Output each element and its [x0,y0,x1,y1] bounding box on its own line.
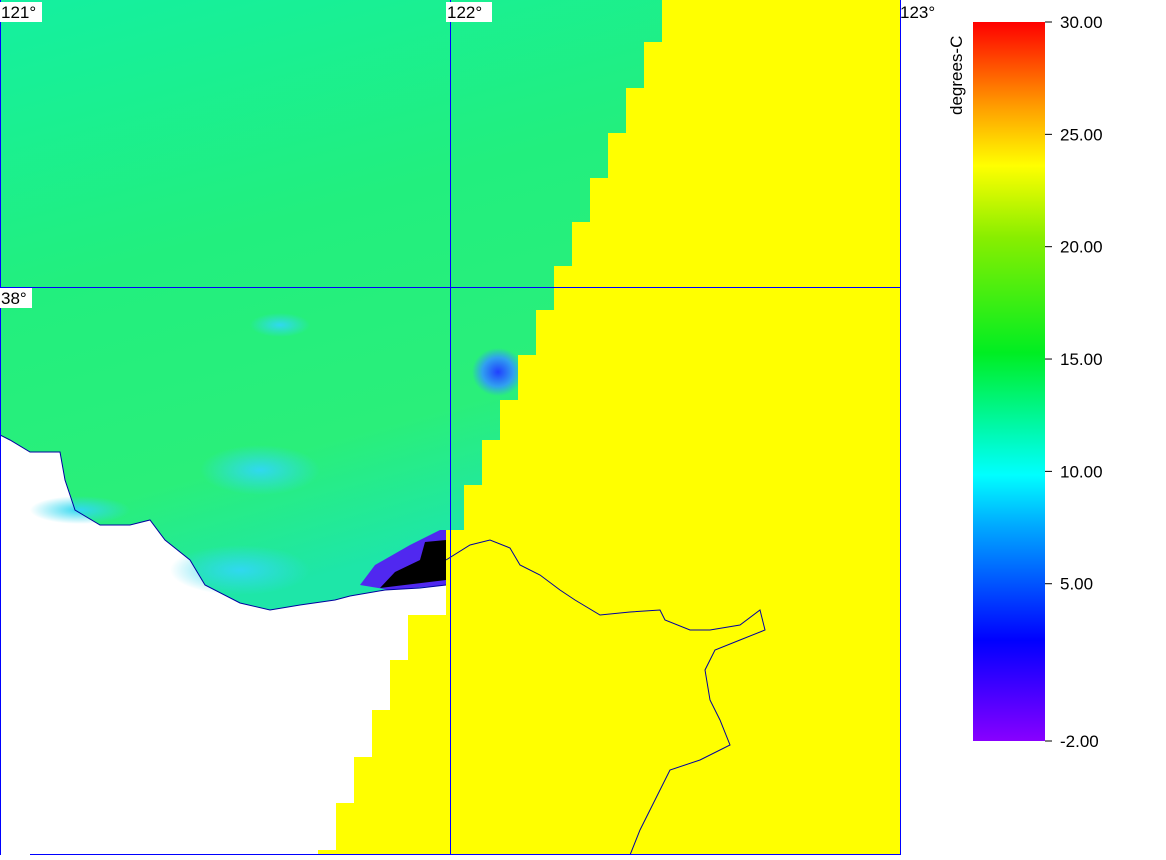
colorbar-tick-label: 10.00 [1060,462,1103,481]
coastline [445,539,766,856]
lon-label: 122° [447,3,482,22]
sea-surface [0,0,662,610]
colorbar-tick-label: 25.00 [1060,125,1103,144]
cool-water [250,313,310,337]
colorbar-tick-label: 5.00 [1060,575,1093,594]
label-box [0,288,32,308]
colorbar-tick-label: -2.00 [1060,732,1099,751]
cool-water [200,445,320,495]
cool-water [30,496,130,524]
cool-water [170,545,310,595]
lon-label: 121° [1,3,36,22]
colorbar-tick-label: 20.00 [1060,238,1103,257]
ice-mask [380,540,446,588]
colorbar-tick-label: 30.00 [1060,13,1103,32]
colorbar [973,22,1045,741]
land-mask [318,0,901,855]
colorbar-tick-label: 15.00 [1060,350,1103,369]
lat-label: 38° [1,289,27,308]
label-box [0,2,42,22]
lon-label: 123° [900,3,935,22]
colorbar-label: degrees-C [947,36,966,115]
coastline [0,434,447,611]
cold-water [472,348,524,396]
label-box [446,2,492,22]
